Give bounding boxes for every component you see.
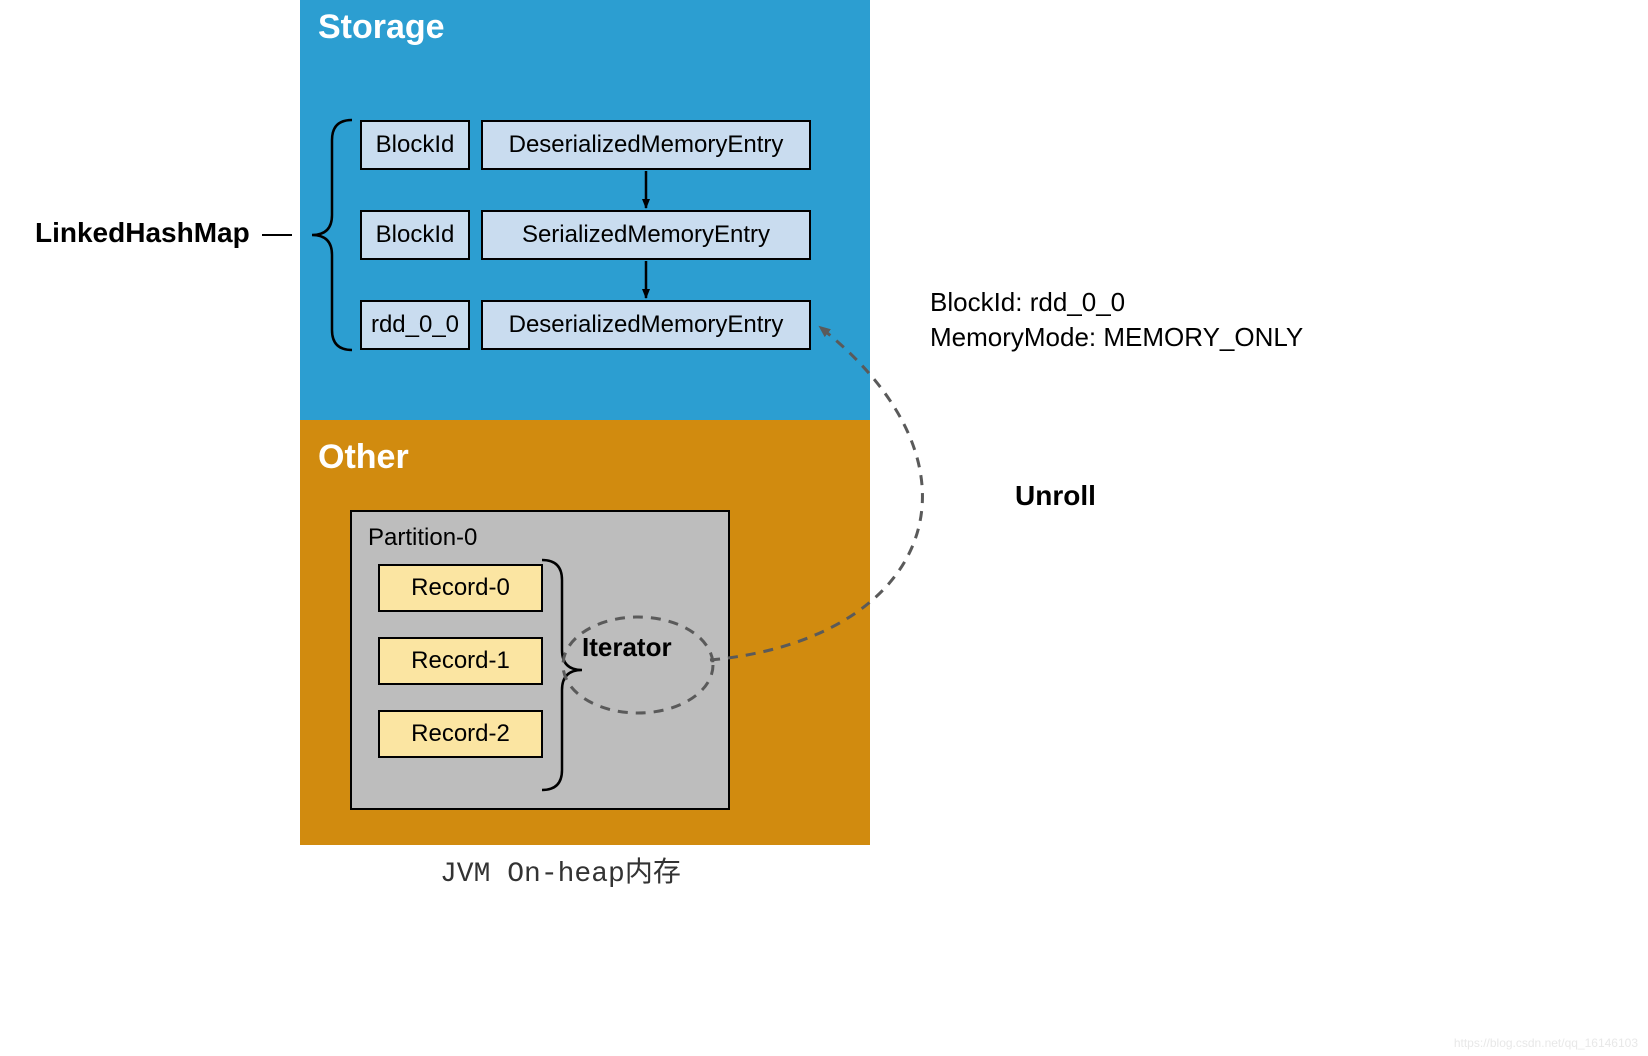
watermark: https://blog.csdn.net/qq_16146103 (1454, 1036, 1638, 1050)
iterator-label: Iterator (582, 632, 672, 663)
storage-panel: Storage BlockId DeserializedMemoryEntry … (300, 0, 870, 420)
unroll-label: Unroll (1015, 480, 1096, 512)
storage-value-1: SerializedMemoryEntry (481, 210, 811, 260)
partition-label: Partition-0 (368, 524, 712, 552)
other-title: Other (318, 438, 409, 477)
record-0: Record-0 (378, 564, 543, 612)
storage-key-2: rdd_0_0 (360, 300, 470, 350)
storage-key-1: BlockId (360, 210, 470, 260)
partition-box: Partition-0 Record-0 Record-1 Record-2 (350, 510, 730, 810)
storage-value-2: DeserializedMemoryEntry (481, 300, 811, 350)
blockid-annotation: BlockId: rdd_0_0 (930, 287, 1125, 318)
storage-title: Storage (318, 8, 445, 47)
record-1: Record-1 (378, 637, 543, 685)
linkedhashmap-label: LinkedHashMap (35, 217, 250, 249)
other-panel: Other Partition-0 Record-0 Record-1 Reco… (300, 420, 870, 845)
record-2: Record-2 (378, 710, 543, 758)
label-connector-line (262, 234, 292, 236)
caption: JVM On-heap内存 (440, 850, 681, 890)
storage-value-0: DeserializedMemoryEntry (481, 120, 811, 170)
storage-key-0: BlockId (360, 120, 470, 170)
memorymode-annotation: MemoryMode: MEMORY_ONLY (930, 322, 1303, 353)
